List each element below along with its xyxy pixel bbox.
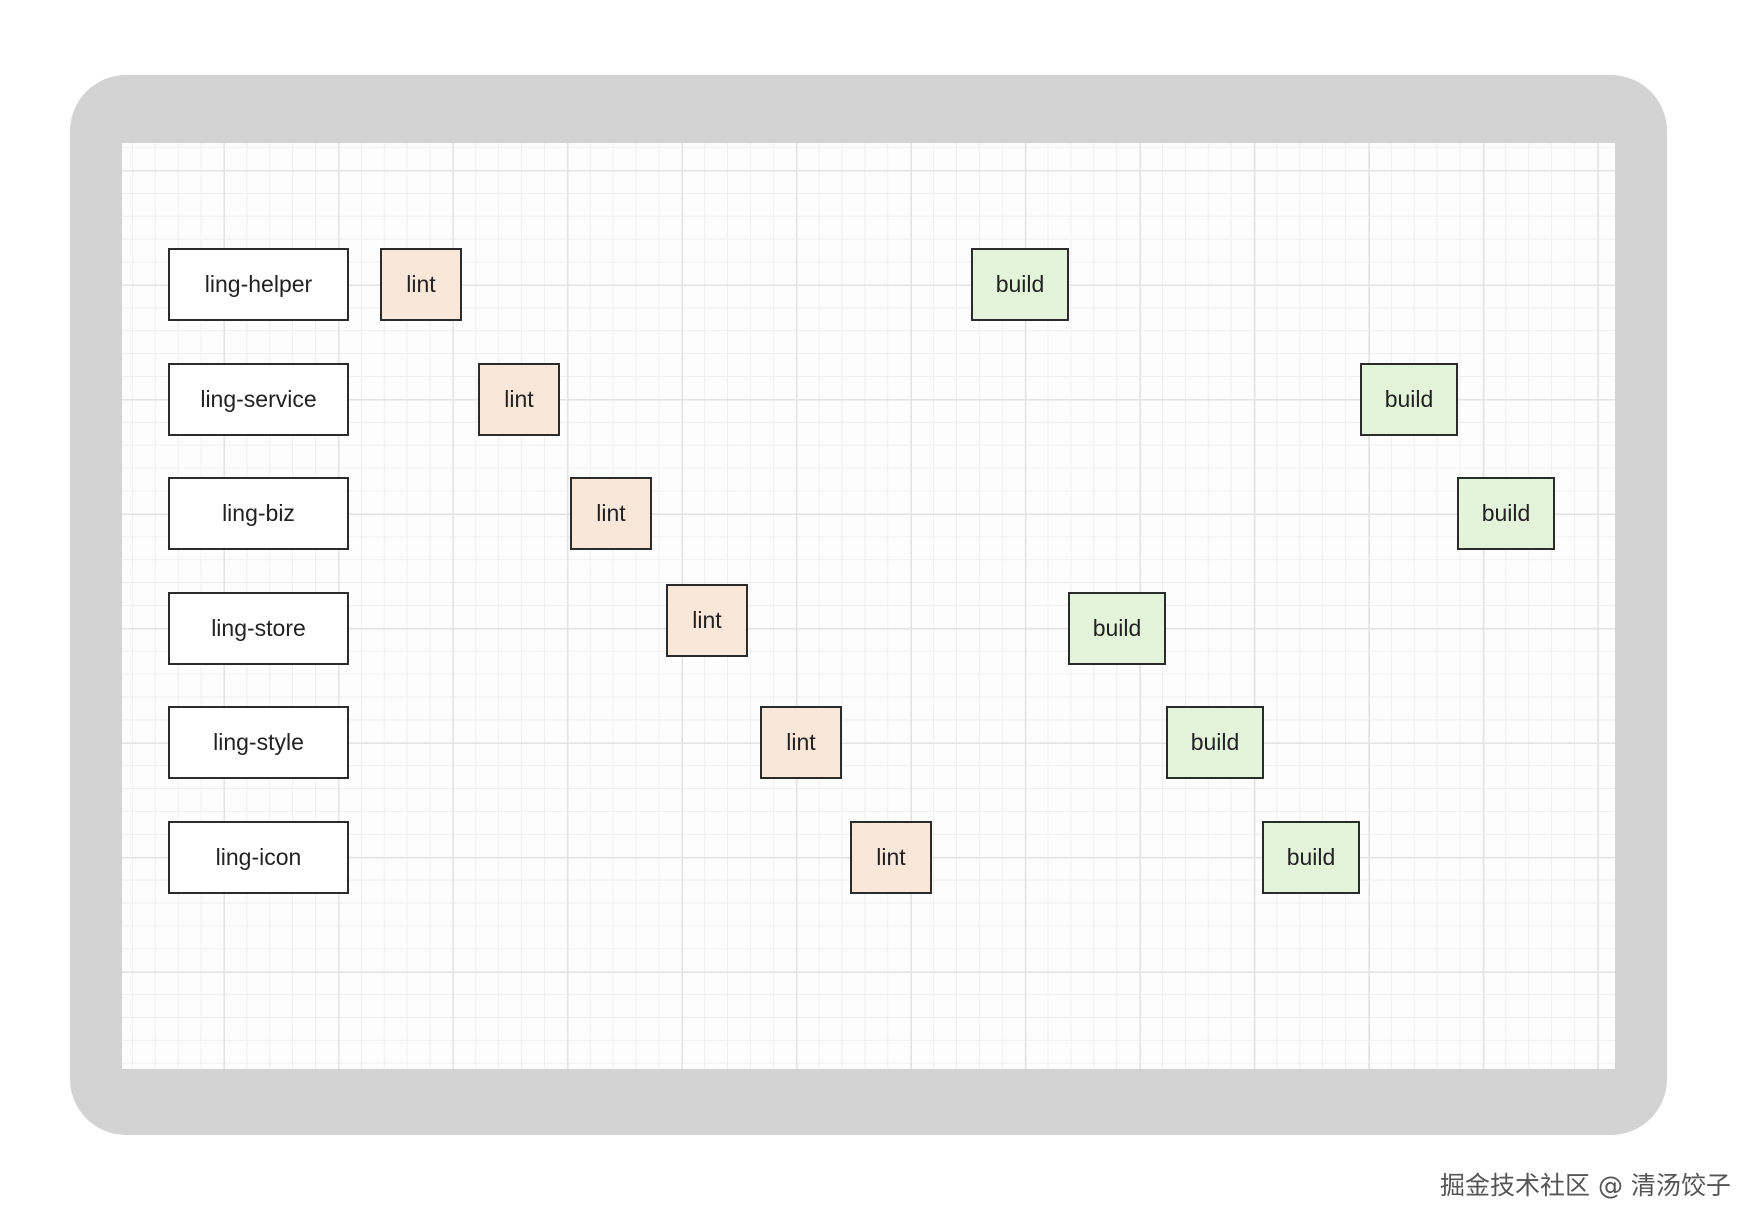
- lint-task-node: lint: [760, 706, 842, 779]
- package-node: ling-store: [168, 592, 349, 665]
- package-node: ling-biz: [168, 477, 349, 550]
- package-node: ling-service: [168, 363, 349, 436]
- package-node: ling-helper: [168, 248, 349, 321]
- package-node: ling-icon: [168, 821, 349, 894]
- grid-canvas: [122, 143, 1615, 1069]
- package-node: ling-style: [168, 706, 349, 779]
- lint-task-node: lint: [478, 363, 560, 436]
- build-task-node: build: [971, 248, 1069, 321]
- build-task-node: build: [1457, 477, 1555, 550]
- build-task-node: build: [1068, 592, 1166, 665]
- build-task-node: build: [1360, 363, 1458, 436]
- lint-task-node: lint: [850, 821, 932, 894]
- watermark: 掘金技术社区 @ 清汤饺子: [1440, 1171, 1731, 1200]
- lint-task-node: lint: [380, 248, 462, 321]
- lint-task-node: lint: [570, 477, 652, 550]
- build-task-node: build: [1262, 821, 1360, 894]
- build-task-node: build: [1166, 706, 1264, 779]
- lint-task-node: lint: [666, 584, 748, 657]
